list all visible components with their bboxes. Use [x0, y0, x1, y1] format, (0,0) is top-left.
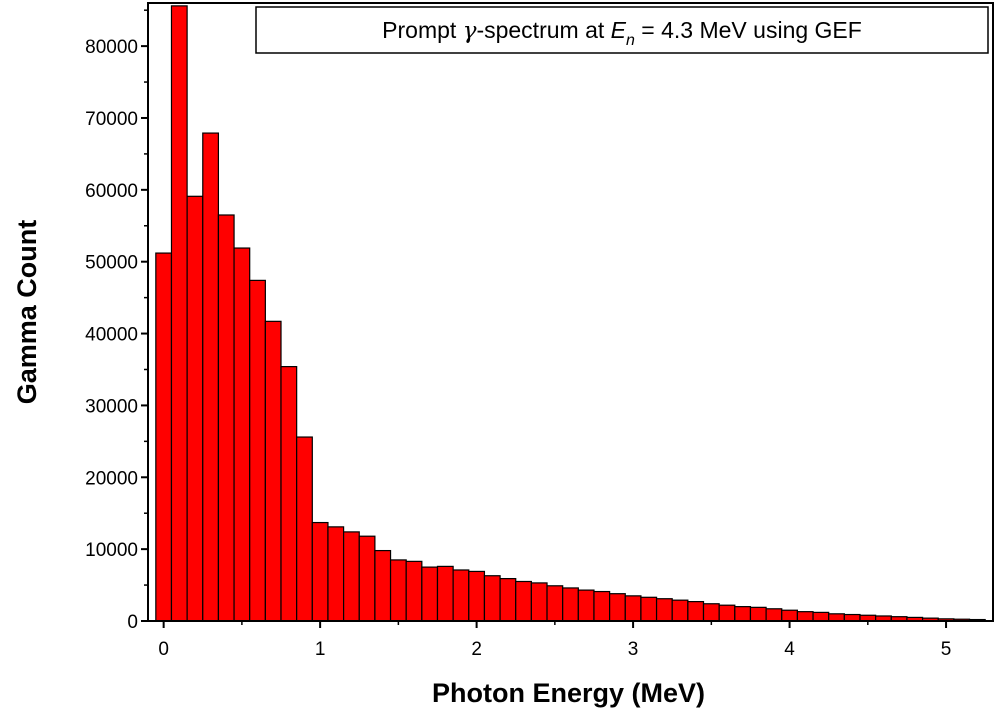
bar [296, 436, 313, 622]
x-axis-title: Photon Energy (MeV) [432, 678, 705, 708]
y-tick-label: 20000 [85, 468, 138, 489]
plot-frame [147, 2, 994, 622]
legend-frame [255, 6, 989, 54]
bar [749, 606, 767, 622]
bar [702, 603, 720, 622]
bar [624, 595, 642, 622]
bar [389, 559, 407, 622]
y-tick-label: 30000 [85, 396, 138, 417]
y-tick-label: 10000 [85, 540, 138, 561]
legend-suffix: = 4.3 MeV using GEF [635, 17, 862, 43]
x-tick-label: 4 [784, 639, 795, 660]
bar [358, 535, 376, 622]
legend-box: Prompt γ-spectrum at En = 4.3 MeV using … [255, 6, 989, 54]
bar [796, 611, 814, 622]
bar [405, 560, 423, 622]
bar [671, 599, 689, 622]
legend-e-subscript: n [626, 32, 635, 49]
bar [593, 590, 611, 622]
y-tick-label: 60000 [85, 181, 138, 202]
legend-label: Prompt γ-spectrum at En = 4.3 MeV using … [382, 17, 862, 49]
bar [311, 521, 329, 622]
bar [217, 214, 235, 622]
bar [546, 585, 564, 622]
y-axis: 0 10000 20000 30000 40000 50000 60000 70000 8000… [85, 9, 148, 633]
y-axis-title: Gamma Count [12, 220, 42, 405]
bar [186, 195, 204, 622]
bar [640, 596, 658, 622]
bar [812, 611, 830, 622]
bar [343, 531, 360, 622]
bar [155, 252, 173, 622]
bar [233, 247, 251, 622]
bar [452, 569, 470, 622]
legend-e-symbol: E [611, 17, 627, 43]
bar [781, 609, 798, 622]
bar [374, 549, 392, 622]
bar [828, 613, 845, 622]
bar [202, 132, 220, 622]
bars-group [155, 5, 986, 622]
bar [468, 570, 486, 622]
bar [734, 606, 752, 622]
bar [327, 526, 345, 622]
bar [280, 366, 298, 622]
bar [577, 589, 595, 622]
bar [609, 593, 626, 622]
x-tick-label: 5 [941, 639, 952, 660]
x-tick-label: 0 [158, 639, 169, 660]
bar [718, 604, 736, 622]
bar [249, 279, 266, 622]
bar [687, 600, 705, 622]
bar [515, 580, 532, 622]
bar [499, 577, 517, 622]
bar [483, 575, 501, 622]
x-tick-label: 1 [315, 639, 326, 660]
y-tick-label: 50000 [85, 253, 138, 274]
bar [530, 582, 548, 622]
bar [264, 320, 282, 622]
legend-gamma: γ [463, 18, 477, 44]
legend-middle: -spectrum at [476, 17, 610, 43]
x-tick-label: 2 [471, 639, 482, 660]
bar [436, 565, 454, 622]
x-axis: 0 1 2 3 4 5 [158, 621, 951, 660]
y-tick-label: 40000 [85, 325, 138, 346]
y-tick-label: 0 [127, 612, 138, 633]
y-tick-label: 70000 [85, 109, 138, 130]
bar [170, 5, 188, 622]
legend-prefix: Prompt [382, 17, 463, 43]
bar [421, 566, 439, 622]
bar [765, 608, 783, 622]
y-tick-label: 80000 [85, 37, 138, 58]
bar [655, 598, 673, 622]
x-tick-label: 3 [628, 639, 639, 660]
bar [562, 587, 579, 622]
